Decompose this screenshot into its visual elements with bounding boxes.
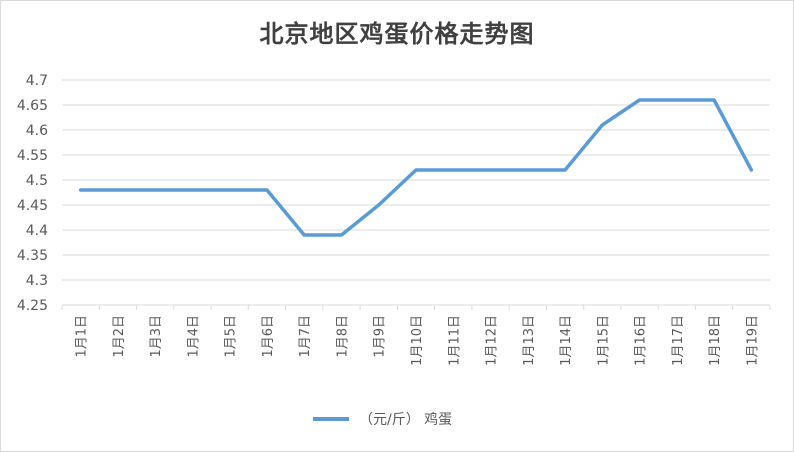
data-point — [749, 168, 753, 172]
x-tick-label: 1月6日 — [261, 315, 276, 358]
data-point — [228, 188, 232, 192]
y-tick-label: 4.45 — [17, 198, 48, 214]
data-point — [675, 98, 679, 102]
series-line — [78, 98, 754, 237]
x-tick-label: 1月17日 — [671, 315, 686, 366]
data-point — [302, 233, 306, 237]
data-point — [339, 233, 343, 237]
data-point — [563, 168, 567, 172]
x-tick-label: 1月4日 — [186, 315, 201, 358]
y-tick-label: 4.6 — [26, 123, 48, 139]
x-tick-label: 1月2日 — [112, 315, 127, 358]
x-tick-label: 1月19日 — [745, 315, 760, 366]
data-point — [79, 188, 83, 192]
data-point — [265, 188, 269, 192]
data-point — [377, 203, 381, 207]
x-tick-label: 1月8日 — [335, 315, 350, 358]
x-tick-label: 1月13日 — [522, 315, 537, 366]
y-axis-ticks: 4.25 4.3 4.35 4.4 4.45 4.5 4.55 4.6 4.65 4.7 — [17, 73, 48, 314]
data-point — [190, 188, 194, 192]
x-tick-label: 1月12日 — [485, 315, 500, 366]
y-tick-label: 4.3 — [26, 273, 48, 289]
y-tick-label: 4.65 — [17, 98, 48, 114]
data-point — [414, 168, 418, 172]
x-tick-label: 1月7日 — [298, 315, 313, 358]
y-tick-label: 4.55 — [17, 148, 48, 164]
x-tick-label: 1月3日 — [149, 315, 164, 358]
series-layer — [78, 98, 754, 237]
x-tick-label: 1月14日 — [559, 315, 574, 366]
data-point — [153, 188, 157, 192]
legend-swatch — [313, 417, 349, 421]
data-point — [526, 168, 530, 172]
x-tick-label: 1月1日 — [75, 315, 90, 358]
legend: （元/斤） 鸡蛋 — [313, 409, 452, 429]
data-point — [712, 98, 716, 102]
y-tick-label: 4.35 — [17, 248, 48, 264]
grid-lines — [61, 79, 771, 310]
data-point — [638, 98, 642, 102]
x-axis-ticks: 1月1日 1月2日 1月3日 1月4日 1月5日 1月6日 1月7日 1月8日 1月9日 1月10… — [75, 315, 761, 366]
y-tick-label: 4.4 — [26, 223, 48, 239]
chart-title: 北京地区鸡蛋价格走势图 — [259, 20, 535, 48]
data-point — [116, 188, 120, 192]
data-point — [489, 168, 493, 172]
data-point — [600, 123, 604, 127]
x-tick-label: 1月11日 — [447, 315, 462, 366]
x-tick-label: 1月10日 — [410, 315, 425, 366]
legend-label: （元/斤） 鸡蛋 — [359, 412, 453, 428]
data-point — [451, 168, 455, 172]
y-tick-label: 4.7 — [26, 73, 48, 89]
x-tick-label: 1月9日 — [373, 315, 388, 358]
y-tick-label: 4.25 — [17, 298, 48, 314]
x-tick-label: 1月16日 — [634, 315, 649, 366]
x-tick-label: 1月18日 — [708, 315, 723, 366]
x-tick-label: 1月15日 — [596, 315, 611, 366]
x-tick-label: 1月5日 — [224, 315, 239, 358]
y-tick-label: 4.5 — [26, 173, 48, 189]
